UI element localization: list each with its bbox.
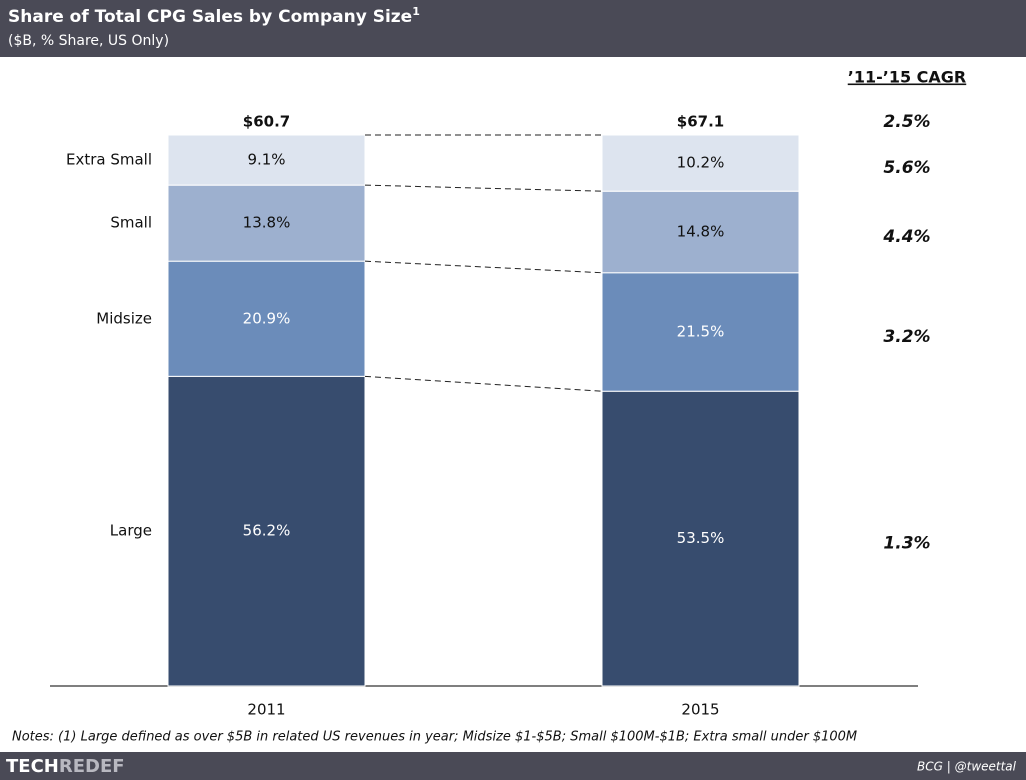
value-label: 13.8% (243, 214, 291, 232)
legend-label: Midsize (96, 309, 152, 327)
value-label: 10.2% (677, 154, 725, 172)
value-label: 9.1% (247, 151, 285, 169)
source: BCG | @tweettal (917, 760, 1017, 774)
logo-line: TECHREDEF (6, 756, 125, 777)
bar-segment (601, 390, 800, 687)
bar-segment (601, 134, 800, 192)
cagr-value: 1.3% (883, 534, 930, 554)
title-note: 1 (412, 5, 420, 18)
cagr-value: 4.4% (882, 227, 930, 247)
value-label: 14.8% (677, 222, 725, 240)
bar-segment (601, 190, 800, 274)
logo-part: REDEF (59, 756, 125, 777)
footer-bar (0, 752, 1026, 780)
bar-segment (167, 260, 366, 377)
chart-subtitle: ($B, % Share, US Only) (8, 33, 169, 49)
cagr-title: ’11-’15 CAGR (848, 68, 966, 87)
chart-title-line: Share of Total CPG Sales by Company Size… (8, 5, 420, 27)
logo-part: TECH (6, 756, 59, 777)
connector (364, 184, 603, 192)
bar-segment (167, 375, 366, 687)
bar-segment (167, 184, 366, 262)
value-label: 20.9% (243, 309, 291, 327)
cagr-value: 5.6% (883, 158, 930, 178)
total-label: $60.7 (243, 113, 290, 131)
bar-segment (167, 134, 366, 186)
cagr-value: 3.2% (883, 327, 930, 347)
legend-label: Small (110, 214, 152, 232)
x-tick-label: 2011 (247, 701, 285, 719)
x-tick-label: 2015 (681, 701, 719, 719)
chart-title: Share of Total CPG Sales by Company Size (8, 7, 412, 27)
bar-segment (601, 272, 800, 392)
header-bar (0, 0, 1026, 57)
cagr-total: 2.5% (883, 112, 930, 132)
value-label: 56.2% (243, 522, 291, 540)
legend-label: Extra Small (66, 151, 152, 169)
value-label: 53.5% (677, 529, 725, 547)
total-label: $67.1 (677, 113, 724, 131)
connector (364, 260, 603, 274)
legend-label: Large (110, 522, 152, 540)
note: Notes: (1) Large defined as over $5B in … (12, 730, 857, 745)
value-label: 21.5% (677, 322, 725, 340)
connector (364, 375, 603, 392)
